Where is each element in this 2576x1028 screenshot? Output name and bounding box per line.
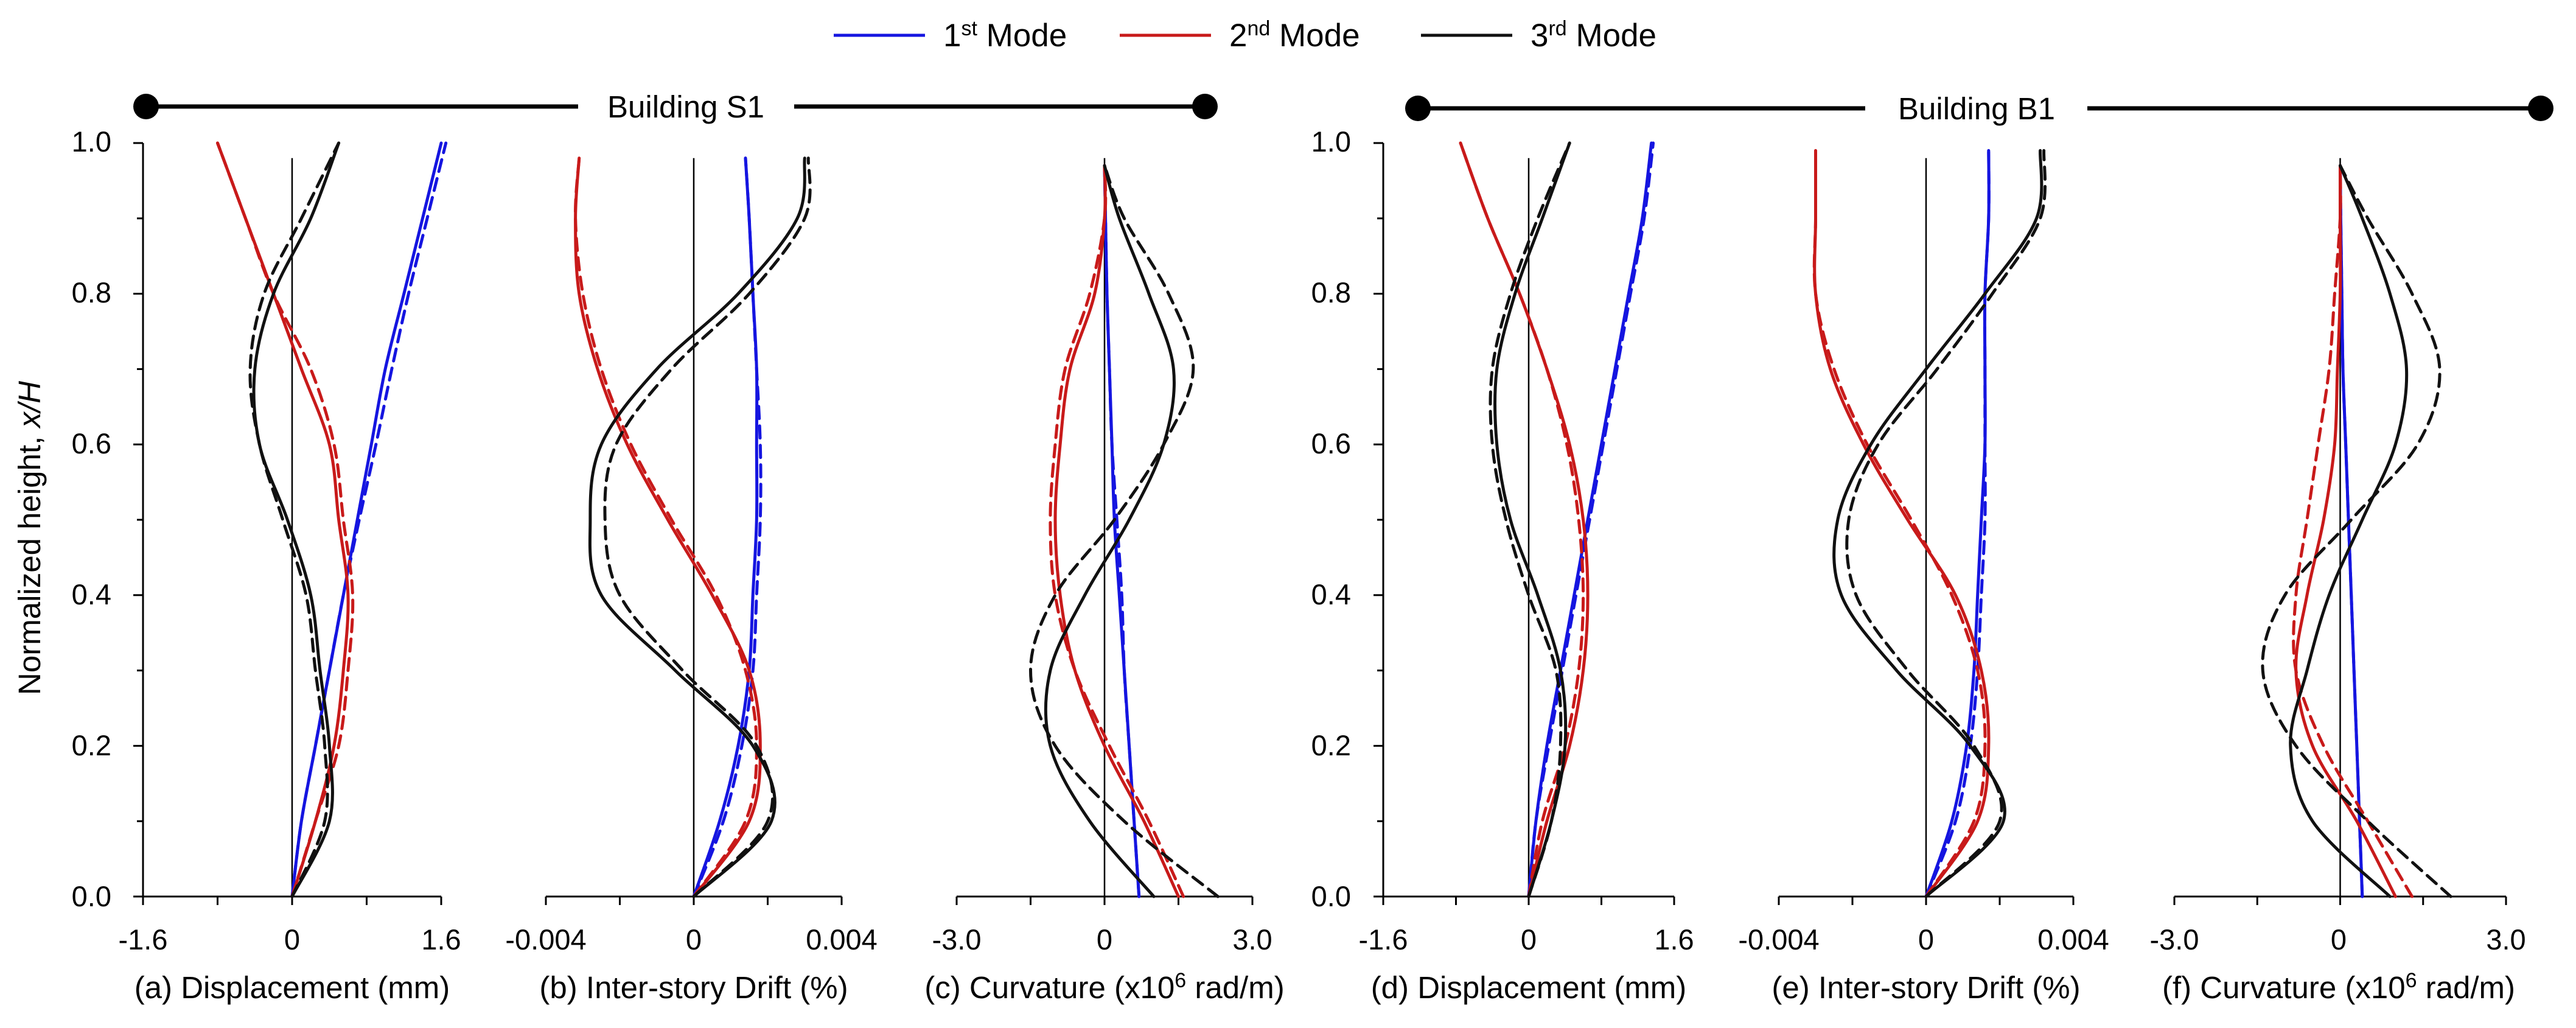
x-tick-label-min: -3.0 — [932, 923, 982, 956]
legend-entry-mode-1: 1st Mode — [834, 17, 1067, 54]
series-mode-1-dashed — [1527, 141, 1655, 898]
y-axis-title: Normalized height, x/H — [12, 381, 47, 695]
y-tick-label: 0.0 — [1311, 880, 1351, 912]
series-mode-2-dashed — [1459, 141, 1585, 898]
series-mode-1-dashed — [692, 156, 763, 898]
series-mode-3-solid — [1832, 149, 2044, 898]
panel-d-displacement-b1: -1.6 0 1.6 (d) Displacement (mm) — [1359, 141, 1694, 1005]
x-tick-label-zero: 0 — [1521, 923, 1537, 956]
x-tick-label-zero: 0 — [2331, 923, 2347, 956]
panel-a-displacement-s1: -1.6 0 1.6 (a) Displacement (mm) — [119, 141, 461, 1005]
x-tick-label-min: -1.6 — [1359, 923, 1408, 956]
panel-d-xlabel: (d) Displacement (mm) — [1371, 970, 1687, 1005]
building-b1-header: Building B1 — [1405, 91, 2553, 126]
legend-label-mode-3: 3rd Mode — [1531, 17, 1656, 54]
y-tick-label: 0.4 — [1311, 578, 1351, 610]
y-tick-label: 0.2 — [72, 729, 111, 761]
series-mode-2-dashed — [216, 141, 355, 898]
series-mode-3-solid — [2289, 164, 2409, 898]
x-tick-label-max: 3.0 — [2486, 923, 2525, 956]
series-mode-3-solid — [252, 141, 341, 898]
x-tick-label-max: 3.0 — [1232, 923, 1272, 956]
x-tick-label-max: 1.6 — [1654, 923, 1694, 956]
x-tick-label-max: 1.6 — [421, 923, 461, 956]
panel-c-curvature-s1: -3.0 0 3.0 (c) Curvature (x106 rad/m) — [924, 158, 1285, 1005]
y-tick-label: 0.2 — [1311, 729, 1351, 761]
y-tick-label: 0.8 — [1311, 276, 1351, 309]
building-s1-header: Building S1 — [133, 89, 1218, 124]
series-mode-1-solid — [692, 156, 759, 898]
x-tick-label-max: 0.004 — [2037, 923, 2109, 956]
x-tick-label-max: 0.004 — [806, 923, 878, 956]
y-tick-label: 0.6 — [1311, 427, 1351, 460]
series-mode-2-solid — [574, 156, 762, 898]
x-tick-label-zero: 0 — [1918, 923, 1934, 956]
legend-label-mode-2: 2nd Mode — [1229, 17, 1360, 54]
panel-f-curvature-b1: -3.0 0 3.0 (f) Curvature (x106 rad/m) — [2150, 158, 2526, 1005]
y-tick-label: 0.8 — [72, 276, 111, 309]
series-mode-2-dashed — [2292, 164, 2414, 898]
x-tick-label-zero: 0 — [284, 923, 300, 956]
y-tick-label: 1.0 — [72, 125, 111, 158]
series-mode-1-dashed — [1103, 164, 1141, 898]
series-mode-1-solid — [1924, 149, 1991, 898]
x-tick-label-min: -3.0 — [2150, 923, 2199, 956]
y-tick-label: 0.4 — [72, 578, 111, 610]
building-b1-right-dot — [2528, 96, 2553, 121]
series-mode-3-dashed — [248, 141, 341, 898]
building-b1-title: Building B1 — [1898, 91, 2055, 126]
series-mode-3-dashed — [603, 156, 812, 898]
x-tick-label-zero: 0 — [686, 923, 702, 956]
series-mode-3-dashed — [2261, 164, 2452, 898]
x-tick-label-min: -0.004 — [1738, 923, 1819, 956]
legend-entry-mode-2: 2nd Mode — [1120, 17, 1360, 54]
series-mode-2-solid — [1053, 164, 1180, 898]
panel-e-drift-b1: -0.004 0 0.004 (e) Inter-story Drift (%) — [1738, 149, 2109, 1005]
series-mode-2-dashed — [1049, 164, 1185, 898]
legend-entry-mode-3: 3rd Mode — [1421, 17, 1656, 54]
y-tick-label: 0.0 — [72, 880, 111, 912]
series-mode-1-dashed — [2339, 164, 2364, 898]
series-mode-3-dashed — [1845, 149, 2047, 898]
x-tick-label-min: -1.6 — [119, 923, 168, 956]
legend: 1st Mode 2nd Mode 3rd Mode — [834, 17, 1656, 54]
building-s1-left-dot — [133, 94, 159, 119]
series-mode-2-solid — [1459, 141, 1590, 898]
panel-b-xlabel: (b) Inter-story Drift (%) — [539, 970, 848, 1005]
panel-f-xlabel: (f) Curvature (x106 rad/m) — [2162, 969, 2515, 1005]
panel-e-xlabel: (e) Inter-story Drift (%) — [1771, 970, 2080, 1005]
series-mode-3-dashed — [1489, 141, 1571, 898]
building-s1-right-dot — [1192, 94, 1218, 119]
series-mode-1-dashed — [290, 141, 448, 898]
series-mode-3-dashed — [1029, 164, 1220, 898]
series-mode-3-solid — [1044, 164, 1176, 898]
panel-a-xlabel: (a) Displacement (mm) — [134, 970, 450, 1005]
x-tick-label-zero: 0 — [1097, 923, 1112, 956]
panel-b-drift-s1: -0.004 0 0.004 (b) Inter-story Drift (%) — [505, 156, 878, 1005]
panel-c-xlabel: (c) Curvature (x106 rad/m) — [924, 969, 1284, 1005]
series-mode-2-dashed — [574, 156, 758, 898]
series-mode-2-solid — [2294, 164, 2397, 898]
x-tick-label-min: -0.004 — [505, 923, 586, 956]
legend-label-mode-1: 1st Mode — [943, 17, 1067, 54]
y-tick-label: 1.0 — [1311, 125, 1351, 158]
building-b1-left-dot — [1405, 96, 1431, 121]
building-s1-title: Building S1 — [607, 89, 764, 124]
series-mode-3-solid — [1493, 141, 1571, 898]
y-tick-labels-left: 0.0 0.2 0.4 0.6 0.8 1.0 — [72, 125, 111, 912]
y-tick-labels-middle: 0.0 0.2 0.4 0.6 0.8 1.0 — [1311, 125, 1351, 912]
series-mode-1-dashed — [1924, 149, 1991, 898]
y-tick-label: 0.6 — [72, 427, 111, 460]
series-mode-2-dashed — [1812, 149, 1987, 898]
